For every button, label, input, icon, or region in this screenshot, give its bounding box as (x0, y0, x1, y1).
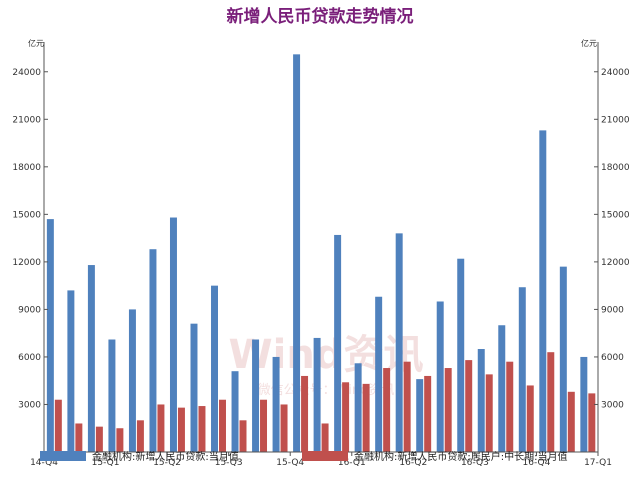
bar-household-medium-long-2015-08 (219, 399, 226, 452)
left-y-tick-label: 15000 (12, 210, 41, 220)
left-y-tick-label: 24000 (12, 68, 41, 78)
legend-label-household-medium-long: 金融机构:新增人民币贷款:居民户:中长期:当月值 (354, 450, 567, 463)
bar-new-loans-2016-05 (395, 233, 403, 452)
bar-new-loans-2015-01 (67, 290, 75, 452)
bar-new-loans-2015-03 (108, 339, 116, 452)
bar-new-loans-2015-08 (211, 285, 218, 452)
bar-new-loans-2014-12 (46, 219, 54, 452)
watermark-main-text: Wind资讯 (229, 332, 424, 378)
bar-new-loans-2016-03 (354, 363, 362, 452)
bar-household-medium-long-2016-05 (403, 361, 411, 452)
bar-household-medium-long-2015-06 (177, 407, 185, 452)
right-y-tick-label: 6000 (601, 353, 624, 363)
legend-swatch-household-medium-long (302, 451, 348, 461)
x-tick-label: 16-Q1 (338, 458, 366, 468)
chart-title: 新增人民币贷款走势情况 (227, 6, 414, 27)
bar-new-loans-2015-05 (149, 249, 157, 452)
right-y-tick-label: 15000 (601, 210, 630, 220)
bar-household-medium-long-2016-01 (321, 423, 329, 452)
left-y-tick-label: 9000 (18, 305, 41, 315)
x-tick-label: 17-Q1 (584, 458, 612, 468)
bar-household-medium-long-2016-08 (465, 360, 473, 452)
bar-new-loans-2015-09 (231, 371, 239, 452)
bar-household-medium-long-2015-02 (95, 426, 103, 452)
bar-new-loans-2015-06 (169, 217, 177, 452)
bars-layer (46, 54, 596, 453)
left-y-tick-label: 21000 (12, 115, 41, 125)
bar-new-loans-2015-12 (293, 54, 301, 453)
bar-household-medium-long-2015-05 (157, 404, 165, 452)
x-tick-label: 15-Q3 (215, 458, 243, 468)
bar-new-loans-2015-07 (190, 323, 198, 452)
right-axis-unit: 亿元 (581, 38, 597, 48)
bar-new-loans-2016-04 (375, 296, 383, 452)
x-tick-label: 16-Q2 (399, 458, 427, 468)
bar-new-loans-2015-10 (252, 339, 260, 452)
bar-household-medium-long-2015-07 (198, 406, 206, 452)
bar-new-loans-2015-02 (87, 265, 95, 452)
x-tick-label: 14-Q4 (30, 458, 58, 468)
bar-household-medium-long-2016-12 (547, 352, 555, 452)
left-y-tick-label: 18000 (12, 163, 41, 173)
x-tick-label: 16-Q4 (523, 458, 551, 468)
bar-household-medium-long-2016-02 (342, 382, 350, 452)
bar-new-loans-2017-01 (559, 266, 567, 452)
bar-new-loans-2016-08 (457, 258, 465, 452)
bar-new-loans-2015-11 (272, 356, 280, 452)
right-y-tick-label: 21000 (601, 115, 630, 125)
bar-household-medium-long-2015-01 (75, 423, 83, 452)
left-y-tick-label: 3000 (18, 400, 41, 410)
right-y-tick-label: 18000 (601, 163, 630, 173)
bar-new-loans-2017-02 (580, 356, 588, 452)
x-tick-label: 15-Q2 (153, 458, 181, 468)
bar-new-loans-2015-04 (128, 309, 136, 452)
bar-household-medium-long-2016-09 (485, 374, 493, 452)
bar-household-medium-long-2015-10 (260, 399, 268, 452)
legend-label-new-loans: 金融机构:新增人民币贷款:当月值 (92, 450, 239, 463)
bar-household-medium-long-2015-09 (239, 420, 247, 452)
bar-household-medium-long-2015-03 (116, 428, 124, 452)
bar-new-loans-2016-09 (477, 349, 485, 452)
bar-household-medium-long-2016-04 (383, 368, 391, 452)
bar-household-medium-long-2016-10 (506, 361, 514, 452)
bar-household-medium-long-2015-04 (136, 420, 144, 452)
x-tick-label: 15-Q4 (276, 458, 304, 468)
bar-household-medium-long-2016-11 (526, 385, 534, 452)
bar-household-medium-long-2017-02 (588, 393, 596, 452)
bar-new-loans-2016-02 (334, 234, 342, 452)
left-y-tick-label: 6000 (18, 353, 41, 363)
bar-household-medium-long-2016-07 (444, 368, 452, 452)
legend-swatch-new-loans (40, 451, 86, 461)
bar-new-loans-2016-11 (518, 287, 526, 452)
left-y-tick-label: 12000 (12, 258, 41, 268)
legend: 金融机构:新增人民币贷款:当月值 金融机构:新增人民币贷款:居民户:中长期:当月… (40, 450, 567, 463)
bar-new-loans-2016-01 (313, 337, 321, 452)
x-tick-label: 15-Q1 (92, 458, 120, 468)
bar-household-medium-long-2014-12 (54, 399, 62, 452)
right-y-tick-label: 12000 (601, 258, 630, 268)
bar-new-loans-2016-12 (539, 130, 547, 452)
bar-household-medium-long-2015-12 (301, 375, 309, 452)
bar-household-medium-long-2015-11 (280, 404, 288, 452)
right-y-tick-label: 9000 (601, 305, 624, 315)
bar-household-medium-long-2016-03 (362, 383, 370, 452)
bar-new-loans-2016-07 (436, 301, 444, 452)
left-axis-unit: 亿元 (28, 38, 44, 48)
x-tick-label: 16-Q3 (461, 458, 489, 468)
bar-new-loans-2016-06 (416, 379, 424, 452)
bar-new-loans-2016-10 (498, 325, 506, 452)
right-y-tick-label: 24000 (601, 68, 630, 78)
bar-household-medium-long-2017-01 (567, 391, 575, 452)
axes-layer: 3000 3000 6000 6000 9000 9000 12000 12000 15000 1… (12, 42, 630, 468)
bar-household-medium-long-2016-06 (424, 375, 432, 452)
right-y-tick-label: 3000 (601, 400, 624, 410)
